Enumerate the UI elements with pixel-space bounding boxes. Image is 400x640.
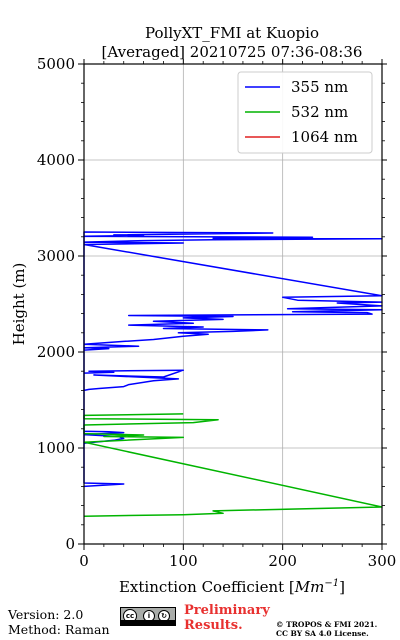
- y-tick-label: 1000: [37, 439, 75, 457]
- version-text: Version: 2.0: [8, 607, 84, 622]
- x-tick-label: 0: [79, 552, 89, 570]
- preliminary-label: Preliminary: [184, 603, 270, 618]
- legend-label-1: 532 nm: [291, 103, 348, 121]
- copyright-text: © TROPOS & FMI 2021.: [276, 620, 378, 629]
- y-axis-label: Height (m): [10, 263, 28, 346]
- cc-badge-bar: [121, 620, 175, 625]
- y-tick-label: 0: [65, 535, 75, 553]
- legend-label-0: 355 nm: [291, 78, 348, 96]
- y-tick-label: 4000: [37, 151, 75, 169]
- legend: 355 nm 532 nm 1064 nm: [237, 71, 373, 154]
- results-label: Results.: [184, 618, 243, 633]
- y-tick-label: 3000: [37, 247, 75, 265]
- cc-license-badge: cc i ↻: [120, 607, 176, 626]
- plot-frame: [83, 63, 383, 545]
- chart-title-line-2: [Averaged] 20210725 07:36-08:36: [102, 43, 363, 61]
- chart-title-line-1: PollyXT_FMI at Kuopio: [145, 24, 319, 42]
- series-line-1: [83, 413, 383, 517]
- legend-box: [237, 71, 373, 154]
- y-tick-label: 5000: [37, 55, 75, 73]
- x-axis-label: Extinction Coefficient [Mm−1]: [119, 578, 345, 596]
- license-text: CC BY SA 4.0 License.: [276, 629, 369, 638]
- y-tick-label: 2000: [37, 343, 75, 361]
- x-tick-label: 300: [368, 552, 397, 570]
- x-tick-label: 200: [268, 552, 297, 570]
- method-text: Method: Raman: [8, 622, 110, 637]
- x-tick-label: 100: [169, 552, 198, 570]
- legend-label-2: 1064 nm: [291, 128, 358, 146]
- series-group: [83, 231, 383, 517]
